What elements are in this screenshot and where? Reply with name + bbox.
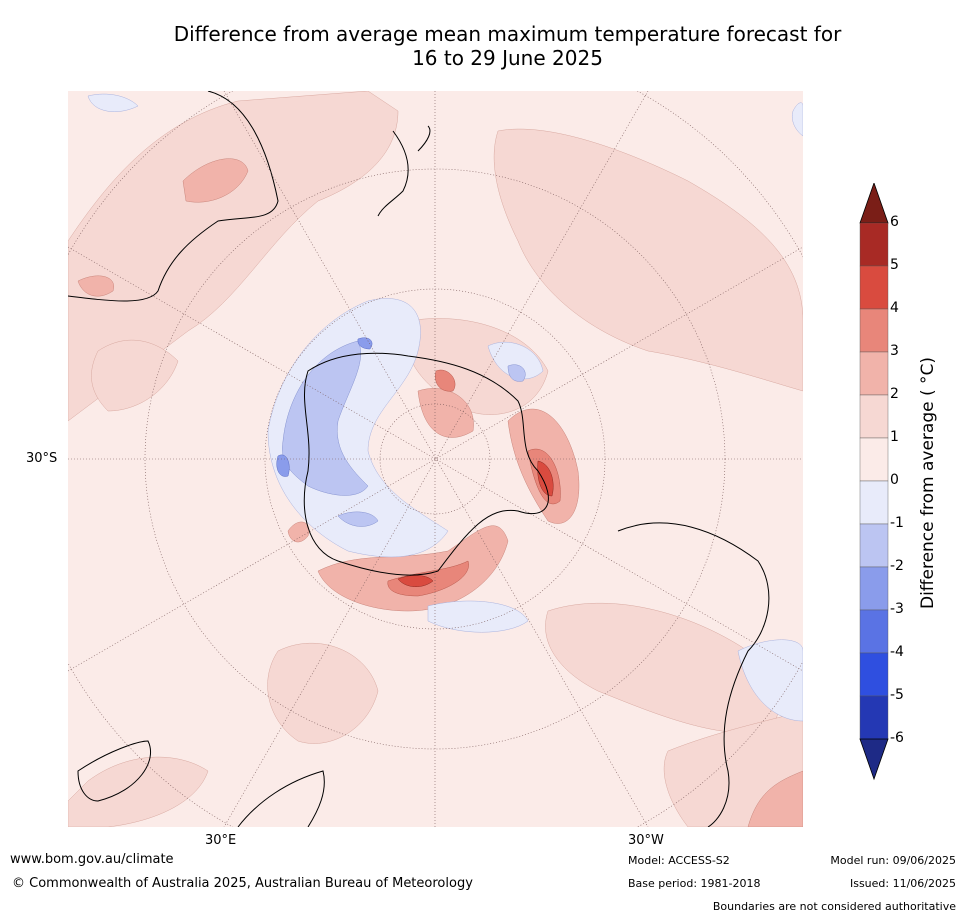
colorbar-segment [859, 652, 889, 697]
colorbar-tick-label: 5 [890, 257, 899, 273]
colorbar-tick-label: -3 [890, 601, 904, 617]
footer-model-run: Model run: 09/06/2025 [830, 854, 956, 867]
forecast-map [68, 91, 803, 827]
colorbar-segment [859, 480, 889, 525]
colorbar-segment [859, 523, 889, 568]
colorbar-segment [859, 609, 889, 654]
colorbar-segment [859, 265, 889, 310]
footer-copyright: © Commonwealth of Australia 2025, Austra… [12, 876, 473, 891]
colorbar-extend-top [859, 183, 889, 224]
colorbar-segment [859, 308, 889, 353]
graticule [68, 91, 803, 827]
title-line-2: 16 to 29 June 2025 [412, 46, 603, 70]
colorbar-segment [859, 566, 889, 611]
anomaly-minus3 [276, 337, 373, 477]
footer-base-period: Base period: 1981-2018 [628, 877, 761, 890]
colorbar-tick-label: -1 [890, 515, 904, 531]
anomaly-minus2 [282, 340, 526, 527]
colorbar [859, 183, 889, 781]
map-title: Difference from average mean maximum tem… [60, 22, 955, 70]
colorbar-tick-label: 4 [890, 300, 899, 316]
footer-disclaimer: Boundaries are not considered authoritat… [712, 900, 956, 913]
colorbar-tick-label: -5 [890, 687, 904, 703]
colorbar-tick-label: -2 [890, 558, 904, 574]
colorbar-segment [859, 222, 889, 267]
colorbar-tick-label: -4 [890, 644, 904, 660]
anomaly-minus1 [87, 93, 803, 722]
anomaly-plus1 [68, 91, 803, 827]
colorbar-segment [859, 437, 889, 482]
colorbar-tick-label: 6 [890, 214, 899, 230]
footer-issued: Issued: 11/06/2025 [849, 877, 956, 890]
title-line-1: Difference from average mean maximum tem… [173, 22, 842, 46]
colorbar-tick-label: 3 [890, 343, 899, 359]
colorbar-tick-label: 0 [890, 472, 899, 488]
colorbar-tick-label: -6 [890, 730, 904, 746]
footer-model: Model: ACCESS-S2 [628, 854, 730, 867]
colorbar-title: Difference from average ( °C) [918, 356, 938, 610]
colorbar-tick-label: 2 [890, 386, 899, 402]
footer-url: www.bom.gov.au/climate [10, 852, 174, 867]
lon-label-30e: 30°E [205, 833, 237, 848]
colorbar-extend-bottom [859, 738, 889, 781]
colorbar-segment [859, 695, 889, 740]
lon-label-30w: 30°W [628, 833, 664, 848]
colorbar-tick-label: 1 [890, 429, 899, 445]
colorbar-segment [859, 351, 889, 396]
colorbar-segments [859, 183, 889, 781]
coastlines [68, 91, 770, 827]
anomaly-plus4 [397, 460, 554, 587]
colorbar-segment [859, 394, 889, 439]
lat-label-30s: 30°S [26, 451, 58, 466]
